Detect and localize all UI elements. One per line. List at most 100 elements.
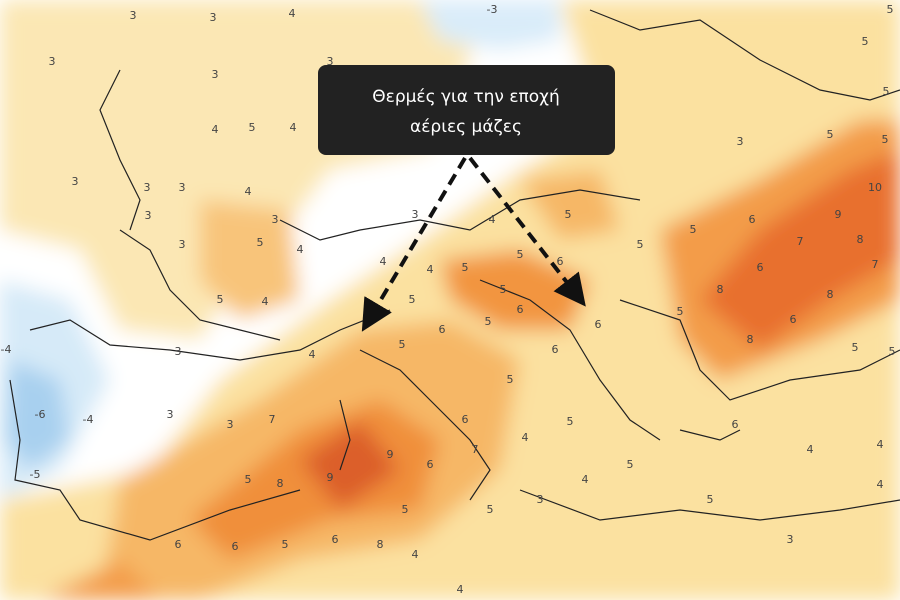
map-label: 6 [232, 540, 239, 553]
map-label: 9 [835, 208, 842, 221]
map-label: -4 [83, 413, 94, 426]
map-label: 3 [72, 175, 79, 188]
map-label: 3 [167, 408, 174, 421]
map-label: 5 [707, 493, 714, 506]
arrow [361, 156, 467, 332]
map-label: 5 [217, 293, 224, 306]
map-label: 7 [269, 413, 276, 426]
map-label: 4 [245, 185, 252, 198]
map-label: 3 [175, 345, 182, 358]
map-label: 5 [399, 338, 406, 351]
map-label: 6 [427, 458, 434, 471]
map-label: 7 [472, 443, 479, 456]
map-label: -4 [1, 343, 12, 356]
map-label: 8 [857, 233, 864, 246]
map-label: 5 [257, 236, 264, 249]
map-label: 5 [249, 121, 256, 134]
map-label: 3 [227, 418, 234, 431]
map-label: 6 [175, 538, 182, 551]
map-label: 5 [627, 458, 634, 471]
map-label: 3 [737, 135, 744, 148]
map-label: 4 [297, 243, 304, 256]
map-label: 5 [567, 415, 574, 428]
map-label: 5 [517, 248, 524, 261]
map-label: 5 [462, 261, 469, 274]
map-label: 3 [212, 68, 219, 81]
map-label: 5 [402, 503, 409, 516]
callout-box [318, 65, 615, 155]
map-label: 3 [327, 55, 334, 68]
map-label: 8 [277, 477, 284, 490]
map-label: 4 [262, 295, 269, 308]
map-label: 3 [144, 181, 151, 194]
map-label: 3 [537, 493, 544, 506]
map-label: 4 [289, 7, 296, 20]
map-label: 8 [747, 333, 754, 346]
map-label: 3 [210, 11, 217, 24]
map-label: 4 [412, 548, 419, 561]
map-label: 6 [332, 533, 339, 546]
map-label: 5 [852, 341, 859, 354]
map-label: 5 [887, 3, 894, 16]
map-label: 4 [309, 348, 316, 361]
map-label: 3 [272, 213, 279, 226]
map-label: 3 [179, 238, 186, 251]
map-label: 4 [489, 213, 496, 226]
map-label: 3 [179, 181, 186, 194]
map-label: -3 [487, 3, 498, 16]
map-label: 7 [797, 235, 804, 248]
map-label: 6 [557, 255, 564, 268]
map-label: 5 [883, 85, 890, 98]
map-label: 5 [245, 473, 252, 486]
map-label: 4 [212, 123, 219, 136]
map-label: 3 [145, 209, 152, 222]
map-label: 4 [582, 473, 589, 486]
callout-line: αέριες μάζες [410, 117, 522, 137]
map-label: 10 [868, 181, 882, 194]
map-label: 6 [595, 318, 602, 331]
map-label: 8 [377, 538, 384, 551]
map-label: 5 [677, 305, 684, 318]
map-label: 5 [500, 283, 507, 296]
map-label: 8 [717, 283, 724, 296]
map-label: 5 [889, 345, 896, 358]
map-label: 4 [290, 121, 297, 134]
map-label: 5 [827, 128, 834, 141]
map-label: 5 [565, 208, 572, 221]
map-label: 9 [387, 448, 394, 461]
map-label: 5 [507, 373, 514, 386]
map-label: 3 [49, 55, 56, 68]
map-label: 3 [412, 208, 419, 221]
callout-line: Θερμές για την εποχή [372, 87, 560, 107]
map-label: -6 [35, 408, 46, 421]
map-label: 6 [790, 313, 797, 326]
map-label: 5 [862, 35, 869, 48]
map-label: 5 [882, 133, 889, 146]
map-label: 3 [130, 9, 137, 22]
map-label: 4 [877, 478, 884, 491]
map-label: 8 [827, 288, 834, 301]
callout: Θερμές για την εποχή αέριες μάζες [318, 65, 615, 332]
map-label: 5 [487, 503, 494, 516]
map-label: 6 [749, 213, 756, 226]
map-label: 4 [522, 431, 529, 444]
map-label: 6 [462, 413, 469, 426]
map-label: 6 [757, 261, 764, 274]
map-label: 4 [457, 583, 464, 596]
map-label: 4 [807, 443, 814, 456]
map-label: 4 [380, 255, 387, 268]
map-label: 9 [327, 471, 334, 484]
map-label: 5 [282, 538, 289, 551]
map-label: 5 [637, 238, 644, 251]
map-label: 3 [787, 533, 794, 546]
map-label: 6 [732, 418, 739, 431]
map-label: 6 [517, 303, 524, 316]
map-label: 5 [485, 315, 492, 328]
map-label: 4 [427, 263, 434, 276]
map-label: 6 [439, 323, 446, 336]
map-label: 5 [409, 293, 416, 306]
map-label: 6 [552, 343, 559, 356]
